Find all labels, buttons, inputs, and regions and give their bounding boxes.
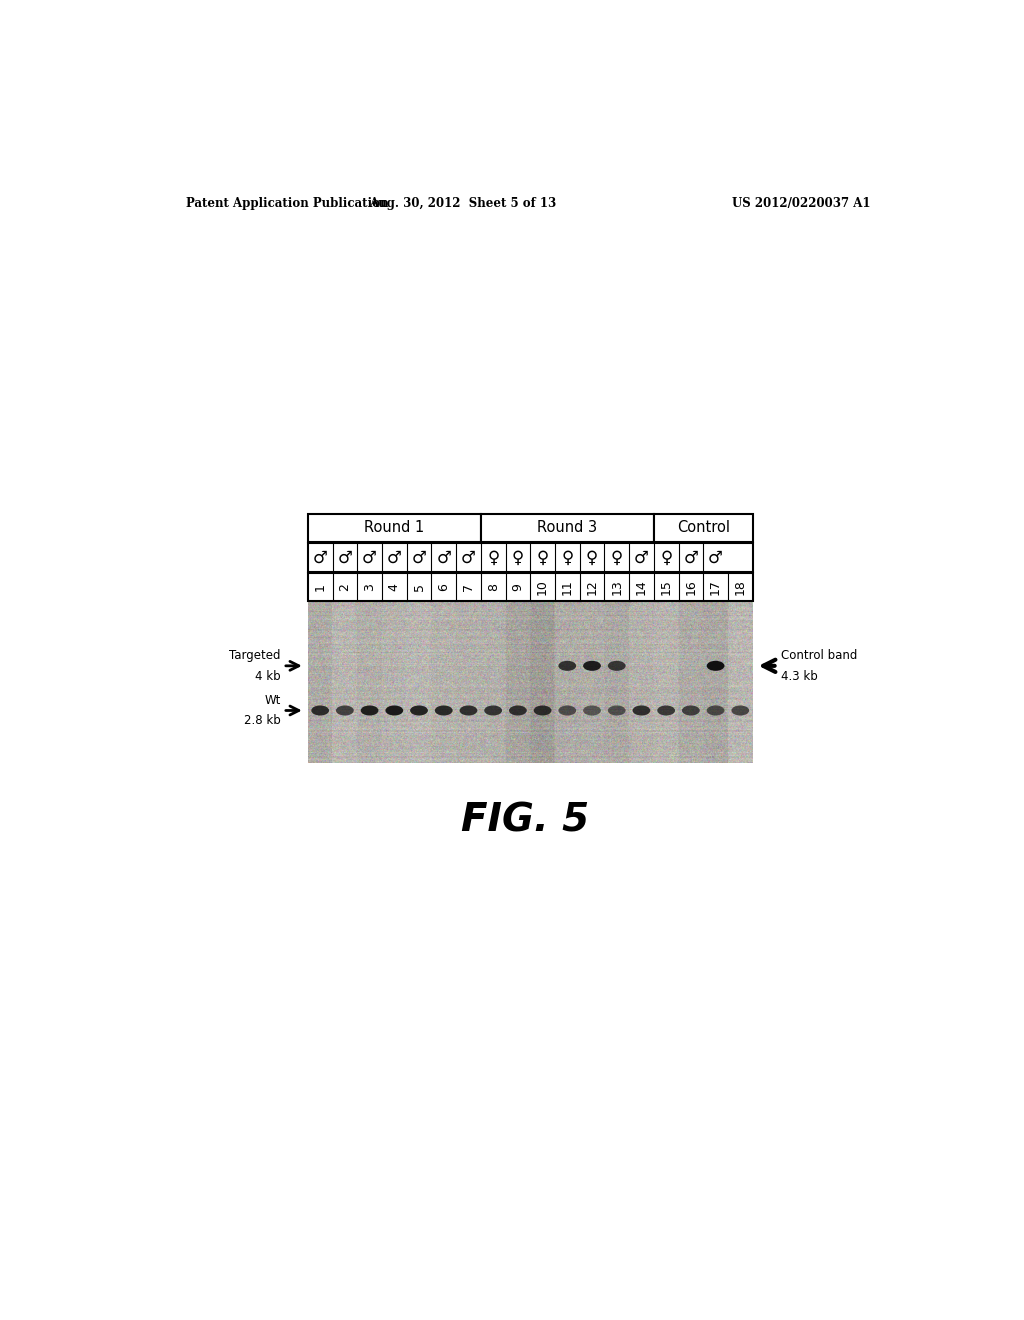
Bar <box>308 573 753 601</box>
Text: ♂: ♂ <box>412 549 426 566</box>
Text: ♂: ♂ <box>387 549 401 566</box>
Text: Targeted: Targeted <box>229 649 281 663</box>
Ellipse shape <box>608 705 626 715</box>
Text: 8: 8 <box>486 583 500 591</box>
Bar <box>308 544 753 572</box>
Text: Aug. 30, 2012  Sheet 5 of 13: Aug. 30, 2012 Sheet 5 of 13 <box>370 197 556 210</box>
Text: ♀: ♀ <box>561 549 573 566</box>
Ellipse shape <box>311 705 329 715</box>
Text: Round 3: Round 3 <box>538 520 597 536</box>
Text: FIG. 5: FIG. 5 <box>461 801 589 840</box>
Text: ♂: ♂ <box>709 549 723 566</box>
Ellipse shape <box>682 705 699 715</box>
Ellipse shape <box>707 705 724 715</box>
Text: Wt: Wt <box>264 694 281 708</box>
Ellipse shape <box>460 705 477 715</box>
Ellipse shape <box>385 705 403 715</box>
Text: 11: 11 <box>561 579 573 595</box>
Ellipse shape <box>558 661 577 671</box>
Text: Round 1: Round 1 <box>365 520 424 536</box>
Text: 15: 15 <box>659 579 673 595</box>
Text: 5: 5 <box>413 583 426 591</box>
Ellipse shape <box>707 661 724 671</box>
Text: 3: 3 <box>364 583 376 591</box>
Ellipse shape <box>509 705 526 715</box>
Text: ♂: ♂ <box>461 549 476 566</box>
Text: 12: 12 <box>586 579 598 595</box>
Text: 18: 18 <box>734 579 746 595</box>
Ellipse shape <box>583 705 601 715</box>
Ellipse shape <box>608 661 626 671</box>
Text: Control: Control <box>677 520 730 536</box>
Text: ♀: ♀ <box>610 549 623 566</box>
Ellipse shape <box>534 705 552 715</box>
Ellipse shape <box>633 705 650 715</box>
Ellipse shape <box>411 705 428 715</box>
Text: ♀: ♀ <box>487 549 500 566</box>
Ellipse shape <box>731 705 750 715</box>
Text: 14: 14 <box>635 579 648 595</box>
Text: Control band: Control band <box>781 649 858 663</box>
Ellipse shape <box>360 705 379 715</box>
Text: 4.3 kb: 4.3 kb <box>781 669 818 682</box>
Text: US 2012/0220037 A1: US 2012/0220037 A1 <box>732 197 871 210</box>
Bar <box>481 515 653 543</box>
Text: 6: 6 <box>437 583 451 591</box>
Text: 13: 13 <box>610 579 624 595</box>
Text: 4: 4 <box>388 583 400 591</box>
Text: 7: 7 <box>462 583 475 591</box>
Text: ♀: ♀ <box>586 549 598 566</box>
Text: 1: 1 <box>313 583 327 591</box>
Text: ♂: ♂ <box>312 549 328 566</box>
Text: 9: 9 <box>511 583 524 591</box>
Text: ♀: ♀ <box>512 549 524 566</box>
Text: ♂: ♂ <box>634 549 649 566</box>
Ellipse shape <box>583 661 601 671</box>
Ellipse shape <box>558 705 577 715</box>
Ellipse shape <box>484 705 502 715</box>
Text: ♀: ♀ <box>660 549 672 566</box>
Text: ♂: ♂ <box>362 549 377 566</box>
Text: ♀: ♀ <box>537 549 549 566</box>
Bar <box>308 515 481 543</box>
Ellipse shape <box>435 705 453 715</box>
Text: ♂: ♂ <box>338 549 352 566</box>
Text: 4 kb: 4 kb <box>255 669 281 682</box>
Ellipse shape <box>336 705 353 715</box>
Text: 10: 10 <box>537 579 549 595</box>
Text: ♂: ♂ <box>436 549 452 566</box>
Ellipse shape <box>657 705 675 715</box>
Text: 17: 17 <box>709 579 722 595</box>
Text: 2.8 kb: 2.8 kb <box>244 714 281 726</box>
Bar <box>653 515 753 543</box>
Text: 2: 2 <box>338 583 351 591</box>
Text: ♂: ♂ <box>683 549 698 566</box>
Text: Patent Application Publication: Patent Application Publication <box>186 197 389 210</box>
Text: 16: 16 <box>684 579 697 595</box>
